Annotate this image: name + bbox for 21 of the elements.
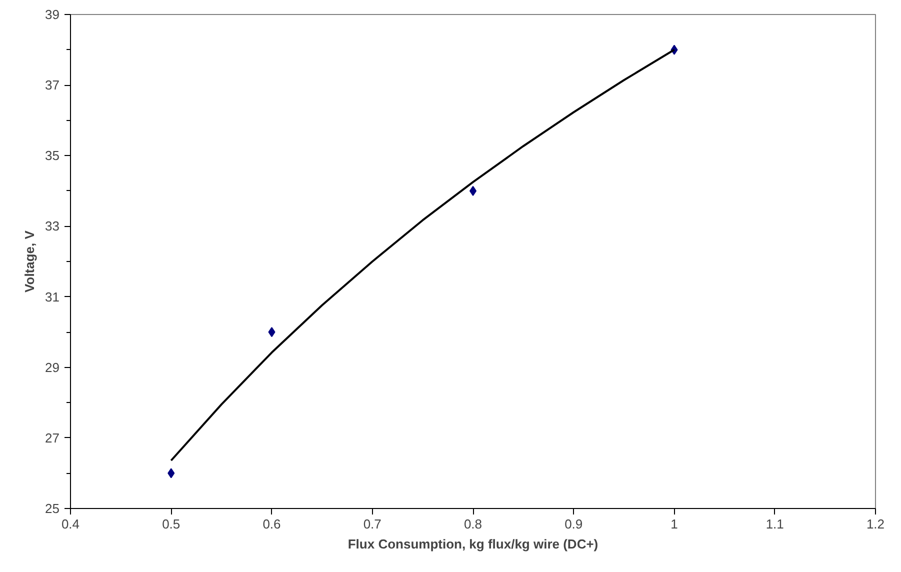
x-axis-title: Flux Consumption, kg flux/kg wire (DC+)	[348, 536, 598, 552]
x-tick-label: 0.6	[262, 516, 281, 532]
y-axis-title: Voltage, V	[22, 230, 38, 292]
x-tick-label: 0.9	[564, 516, 583, 532]
y-tick-label: 35	[45, 148, 60, 164]
x-tick-label: 1.2	[866, 516, 885, 532]
y-tick-label: 29	[45, 360, 60, 375]
point	[168, 468, 175, 478]
x-tick-label: 1.1	[766, 516, 784, 532]
x-tick-label: 1	[670, 516, 678, 532]
y-tick-label: 31	[45, 289, 60, 304]
y-tick-label: 37	[45, 78, 60, 93]
y-tick-label: 33	[45, 218, 60, 234]
x-tick-label: 0.8	[464, 516, 482, 532]
y-tick-label: 39	[45, 7, 60, 22]
point	[268, 327, 276, 338]
y-tick-label: 27	[45, 430, 60, 446]
x-tick-label: 0.7	[363, 516, 382, 532]
x-tick-label: 0.4	[61, 516, 80, 532]
x-tick-label: 0.5	[162, 516, 180, 532]
y-tick-label: 25	[45, 501, 60, 516]
